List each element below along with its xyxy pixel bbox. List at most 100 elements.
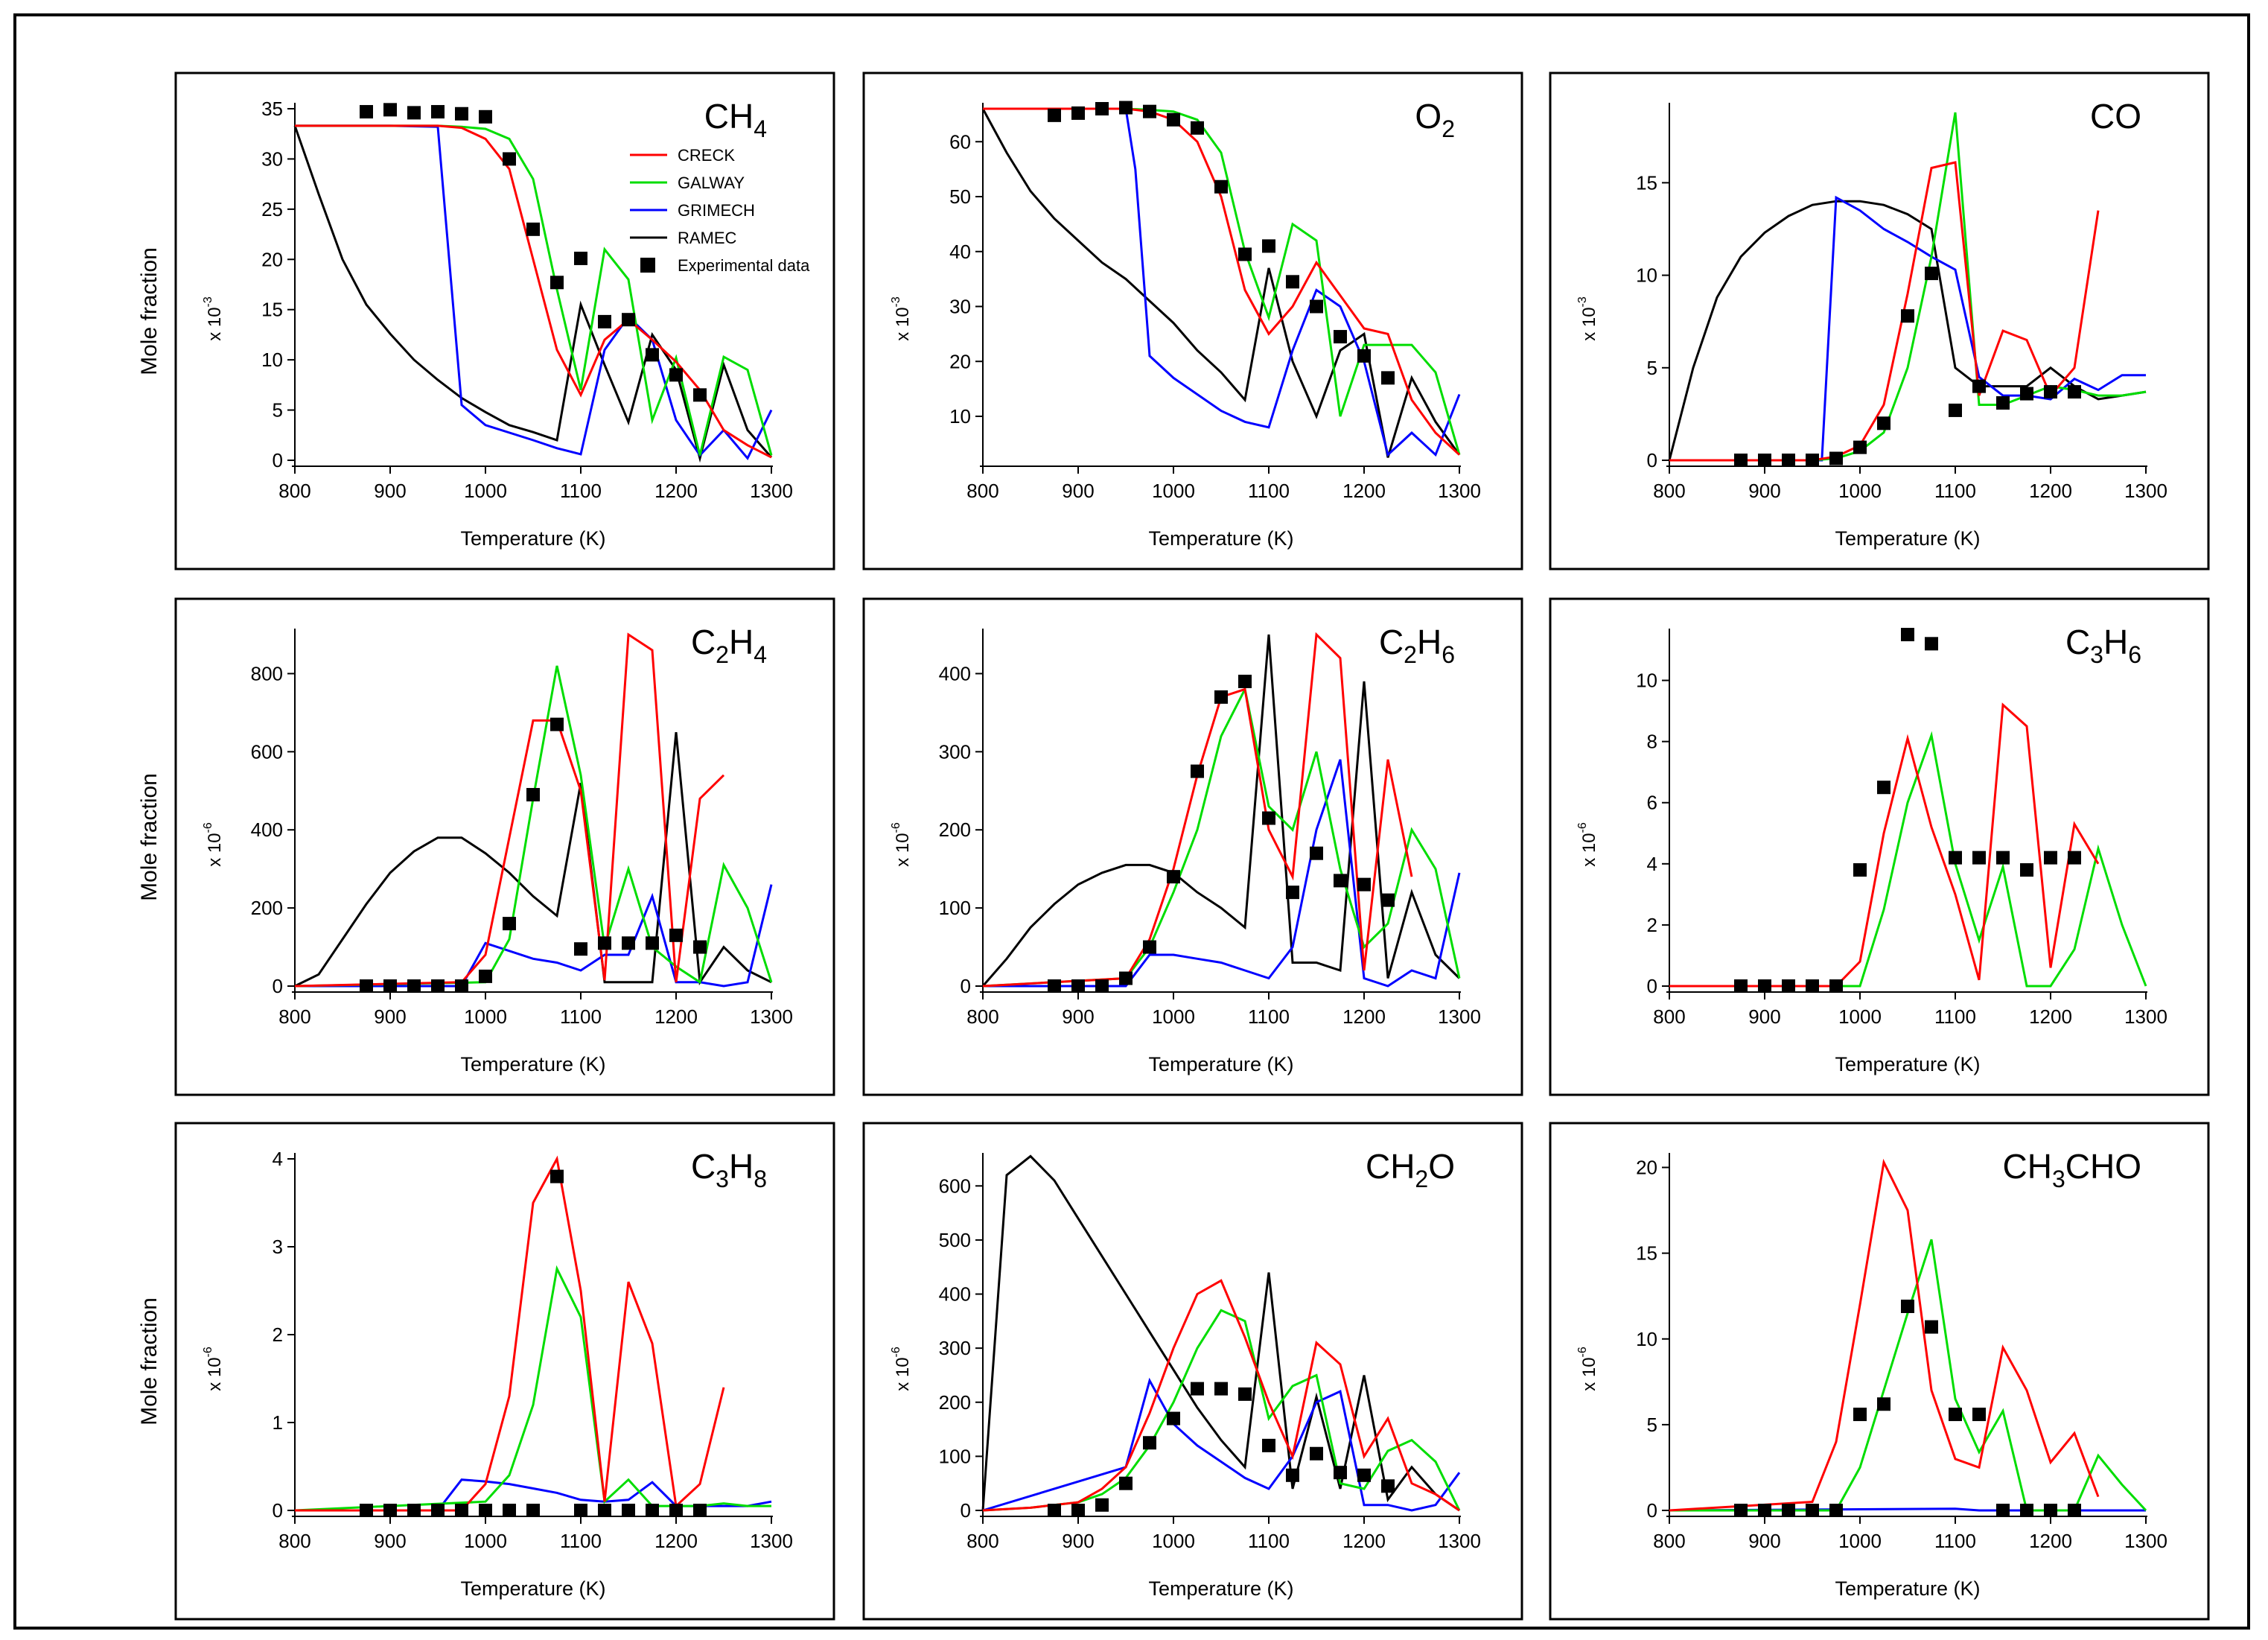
y-tick-label: 6 — [1647, 792, 1657, 814]
data-point — [1048, 108, 1061, 122]
data-point — [1167, 1411, 1180, 1426]
panel-o2: 800 900 1000 1100 1200 1300 10 20 30 40 50 60 Temper… — [862, 71, 1523, 570]
y-tick-label: 0 — [273, 449, 283, 471]
x-tick-label: 1100 — [560, 480, 602, 502]
y-multiplier: x 10-6 — [202, 822, 225, 867]
y-axis-label: Mole fraction — [137, 773, 162, 901]
series-line-galway — [1669, 731, 2147, 988]
data-point — [2020, 387, 2033, 401]
data-point — [2020, 863, 2033, 877]
y-tick-label: 0 — [1647, 1499, 1657, 1522]
data-point — [1806, 454, 1819, 467]
y-tick-label: 35 — [261, 98, 283, 120]
data-point — [1972, 379, 1986, 393]
data-point — [479, 109, 492, 124]
series-line-ramec — [981, 634, 1461, 987]
y-tick-label: 15 — [1636, 171, 1657, 194]
data-point — [1901, 628, 1914, 641]
x-axis-label: Temperature (K) — [460, 1577, 605, 1600]
data-point — [1286, 886, 1299, 900]
data-point — [1238, 247, 1252, 261]
panel-title: CO — [2090, 97, 2141, 136]
y-tick-label: 400 — [939, 1283, 971, 1306]
data-point — [1877, 416, 1890, 430]
panel-co: 800 900 1000 1100 1200 1300 0 5 10 15 Temperature … — [1549, 71, 2210, 570]
y-tick-label: 0 — [961, 975, 971, 997]
series-line-grimech — [982, 1377, 1461, 1512]
x-tick-label: 1000 — [1152, 1005, 1195, 1028]
x-tick-label: 800 — [278, 480, 310, 502]
series-line-grimech — [983, 759, 1461, 988]
x-tick-label: 1100 — [1248, 480, 1290, 502]
data-point — [383, 1504, 397, 1517]
series-line-galway — [294, 1265, 771, 1512]
data-point — [1310, 299, 1323, 314]
data-point — [1191, 764, 1204, 778]
data-point — [622, 936, 635, 950]
series-line-creck — [982, 632, 1413, 988]
data-point — [503, 152, 516, 166]
y-tick-label: 15 — [1636, 1242, 1657, 1265]
x-tick-label: 1200 — [654, 1005, 698, 1028]
x-tick-label: 1300 — [750, 1530, 793, 1552]
x-tick-label: 1100 — [1934, 1005, 1976, 1028]
data-point — [1167, 870, 1180, 884]
y-multiplier: x 10-3 — [890, 296, 913, 341]
x-axis-label: Temperature (K) — [1148, 1053, 1293, 1075]
series-line-grimech — [1669, 195, 2146, 462]
data-point — [1996, 851, 2010, 865]
data-point — [598, 1504, 611, 1517]
series-line-ramec — [293, 125, 773, 463]
x-tick-label: 800 — [966, 480, 998, 502]
data-point — [1262, 811, 1275, 825]
y-tick-label: 0 — [1647, 449, 1657, 471]
data-point — [1381, 893, 1395, 907]
y-tick-label: 10 — [949, 405, 971, 428]
y-tick-label: 3 — [273, 1236, 283, 1258]
data-point — [1191, 1382, 1204, 1396]
y-tick-label: 30 — [261, 147, 283, 170]
x-tick-label: 1100 — [560, 1530, 602, 1552]
x-tick-label: 1000 — [1838, 1530, 1882, 1552]
panel-ch2o: 800 900 1000 1100 1200 1300 0 100 200 300 400 500 60… — [862, 1122, 1523, 1621]
y-tick-label: 2 — [1647, 914, 1657, 936]
data-point — [431, 979, 445, 993]
data-point — [360, 979, 373, 993]
y-multiplier: x 10-6 — [890, 822, 913, 867]
y-tick-label: 1 — [273, 1411, 283, 1434]
y-tick-label: 0 — [273, 1499, 283, 1522]
y-tick-label: 60 — [949, 130, 971, 153]
data-point — [1334, 874, 1347, 888]
data-point — [1334, 1466, 1347, 1480]
data-point — [598, 314, 611, 328]
data-point — [550, 1169, 564, 1183]
data-point — [1853, 1408, 1867, 1422]
x-tick-label: 1300 — [750, 1005, 793, 1028]
data-point — [1381, 371, 1395, 385]
series-line-ramec — [1668, 200, 2147, 461]
x-tick-label: 1300 — [750, 480, 793, 502]
data-point — [1758, 979, 1771, 993]
data-point — [1357, 349, 1371, 363]
panel-ch4: 800 900 1000 1100 1200 1300 0 5 10 15 20 25 30 35 Temp… — [174, 71, 835, 570]
data-point — [1381, 1479, 1395, 1493]
x-tick-label: 1300 — [2124, 1530, 2167, 1552]
y-tick-label: 400 — [939, 662, 971, 684]
x-tick-label: 1100 — [1248, 1005, 1290, 1028]
y-tick-label: 0 — [1647, 975, 1657, 997]
data-point — [407, 1504, 421, 1517]
data-point — [2020, 1504, 2033, 1517]
data-point — [1877, 1397, 1890, 1411]
y-tick-label: 800 — [251, 662, 283, 684]
x-tick-label: 900 — [1062, 1005, 1094, 1028]
data-point — [1238, 674, 1252, 688]
y-tick-label: 0 — [961, 1499, 971, 1522]
panel-c3h8: 800 900 1000 1100 1200 1300 0 1 2 3 4 Temperature (… — [174, 1122, 835, 1621]
panel-border — [1549, 71, 2210, 570]
x-tick-label: 900 — [1062, 480, 1094, 502]
x-tick-label: 1300 — [1438, 480, 1481, 502]
x-tick-label: 1000 — [1838, 480, 1882, 502]
data-point — [383, 103, 397, 117]
data-point — [1048, 1504, 1061, 1517]
